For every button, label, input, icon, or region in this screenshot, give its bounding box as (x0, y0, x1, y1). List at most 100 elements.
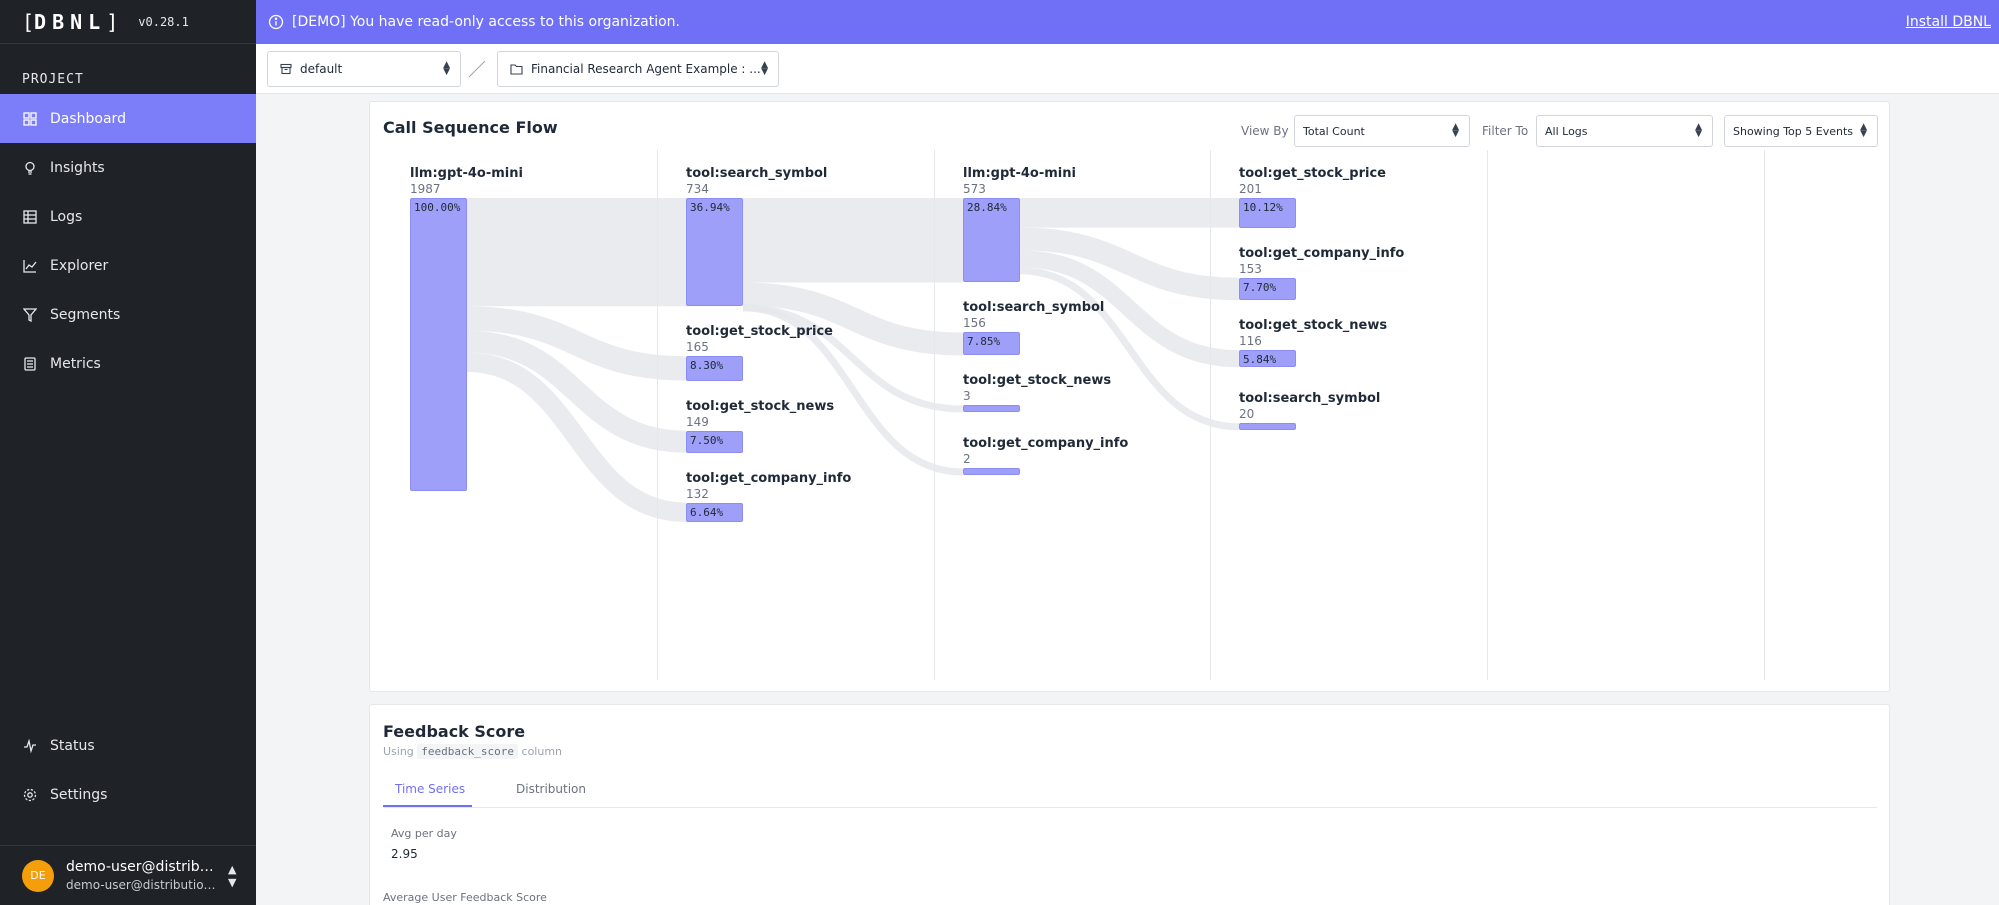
flow-node-label: tool:get_company_info (686, 470, 852, 486)
tab-time-series[interactable]: Time Series (395, 782, 466, 796)
flow-node-bar[interactable] (686, 430, 743, 453)
flow-link (1019, 267, 1240, 431)
flow-node-count: 153 (1239, 261, 1262, 276)
project-select-value: Financial Research Agent Example : ... (531, 62, 761, 76)
avatar: DE (22, 859, 54, 892)
demo-banner: [DEMO] You have read-only access to this… (256, 0, 1999, 44)
view-by-value: Total Count (1303, 124, 1365, 138)
flow-node-label: tool:search_symbol (686, 166, 828, 181)
flow-link (742, 282, 964, 356)
flow-node-label: llm:gpt-4o-mini (410, 166, 523, 181)
using-prefix: Using (383, 745, 414, 758)
view-by-label: View By (1241, 124, 1289, 138)
view-by-select[interactable]: Total Count ▲ ▼ (1294, 115, 1470, 147)
sidebar-item-label: Segments (50, 306, 121, 323)
version-label: v0.28.1 (138, 14, 189, 29)
column-divider (1487, 150, 1488, 680)
flow-node-percent: 28.84% (967, 201, 1007, 214)
flow-node-bar[interactable] (410, 198, 467, 491)
flow-node-percent: 10.12% (1243, 201, 1283, 214)
column-divider (1210, 150, 1211, 680)
gear-icon (22, 787, 38, 803)
logo[interactable]: [DBNL] (22, 9, 119, 34)
tab-distribution[interactable]: Distribution (516, 782, 587, 796)
dashboard-icon (22, 111, 38, 127)
sidebar-item-dashboard[interactable]: Dashboard (0, 94, 256, 143)
sidebar-nav: Dashboard Insights Logs Explorer Segment… (0, 94, 256, 388)
sidebar-item-insights[interactable]: Insights (0, 143, 256, 192)
filter-to-value: All Logs (1545, 124, 1588, 138)
flow-node-bar[interactable] (686, 356, 743, 381)
flow-link (466, 352, 687, 523)
sidebar-item-label: Metrics (50, 355, 101, 372)
flow-link (1019, 227, 1240, 301)
flow-node-count: 201 (1239, 182, 1262, 196)
separator-slash (468, 60, 486, 78)
flow-node-label: tool:get_stock_news (686, 398, 835, 414)
section-label: PROJECT (22, 71, 84, 87)
feedback-score-card: Feedback Score Using feedback_score colu… (369, 704, 1890, 905)
flow-node-bar[interactable] (963, 405, 1020, 413)
flow-node-count: 1987 (410, 182, 441, 196)
filter-icon (22, 307, 38, 323)
flow-node-label: tool:get_company_info (963, 436, 1129, 452)
flow-node-bar[interactable] (1239, 350, 1296, 368)
chevron-updown-icon: ▲ ▼ (1860, 122, 1867, 139)
flow-node-count: 734 (686, 182, 709, 196)
flow-node-count: 20 (1239, 407, 1255, 422)
sidebar-bottom-nav: Status Settings (0, 721, 256, 819)
chevron-updown-icon: ▲ ▼ (443, 60, 450, 77)
line-chart-icon (22, 258, 38, 274)
install-link[interactable]: Install DBNL (1905, 14, 1991, 30)
chart-title: Average User Feedback Score (383, 891, 547, 904)
logo-row: [DBNL] v0.28.1 (0, 0, 256, 44)
filter-to-select[interactable]: All Logs ▲ ▼ (1536, 115, 1713, 147)
flow-link (742, 304, 964, 476)
card-title: Call Sequence Flow (383, 118, 558, 137)
flow-node-bar[interactable] (1239, 277, 1296, 301)
activity-icon (22, 738, 38, 754)
flow-node-bar[interactable] (686, 502, 743, 522)
flow-node-label: tool:get_stock_price (686, 324, 833, 340)
sidebar-item-label: Status (50, 737, 95, 754)
flow-node-percent: 8.30% (690, 359, 724, 373)
flow-node-count: 3 (963, 389, 971, 404)
flow-node-bar[interactable] (1239, 198, 1296, 228)
sidebar-item-explorer[interactable]: Explorer (0, 241, 256, 290)
flow-node-bar[interactable] (686, 198, 743, 307)
flow-node-percent: 36.94% (690, 201, 730, 214)
flow-node-bar[interactable] (1239, 423, 1296, 431)
flow-node-count: 2 (963, 452, 971, 467)
flow-node-label: tool:get_stock_news (1239, 318, 1388, 334)
avg-label: Avg per day (391, 827, 457, 840)
flow-node-label: tool:search_symbol (963, 300, 1105, 316)
card-title: Feedback Score (383, 722, 526, 741)
flow-node-count: 156 (963, 316, 986, 331)
sidebar-item-label: Insights (50, 159, 105, 176)
flow-node-bar[interactable] (963, 198, 1020, 283)
flow-node-count: 132 (686, 486, 709, 501)
banner-message: [DEMO] You have read-only access to this… (292, 14, 681, 30)
flow-node-bar[interactable] (963, 332, 1020, 356)
sidebar-item-metrics[interactable]: Metrics (0, 339, 256, 388)
flow-node-label: llm:gpt-4o-mini (963, 166, 1076, 181)
sidebar-item-segments[interactable]: Segments (0, 290, 256, 339)
flow-node-percent: 6.64% (690, 505, 724, 519)
flow-node-count: 116 (1239, 334, 1262, 349)
column-divider (1764, 150, 1765, 680)
sidebar-item-status[interactable]: Status (0, 721, 256, 770)
flow-node-count: 149 (686, 414, 709, 429)
topbar: default ▲ ▼ Financial Research Agent Exam… (256, 44, 1999, 94)
calculator-icon (22, 356, 38, 372)
user-menu[interactable]: DE demo-user@distribu... demo-user@distr… (0, 845, 256, 905)
filter-to-label: Filter To (1482, 124, 1529, 138)
project-select[interactable]: Financial Research Agent Example : ... ▲… (497, 51, 779, 87)
top-events-select[interactable]: Showing Top 5 Events ▲ ▼ (1724, 115, 1878, 147)
sidebar-item-settings[interactable]: Settings (0, 770, 256, 819)
namespace-select[interactable]: default ▲ ▼ (267, 51, 461, 87)
namespace-select-value: default (300, 62, 343, 76)
user-text: demo-user@distribu... demo-user@distribu… (66, 859, 216, 892)
sidebar-item-logs[interactable]: Logs (0, 192, 256, 241)
flow-node-bar[interactable] (963, 468, 1020, 476)
tabs-divider (383, 807, 1877, 808)
